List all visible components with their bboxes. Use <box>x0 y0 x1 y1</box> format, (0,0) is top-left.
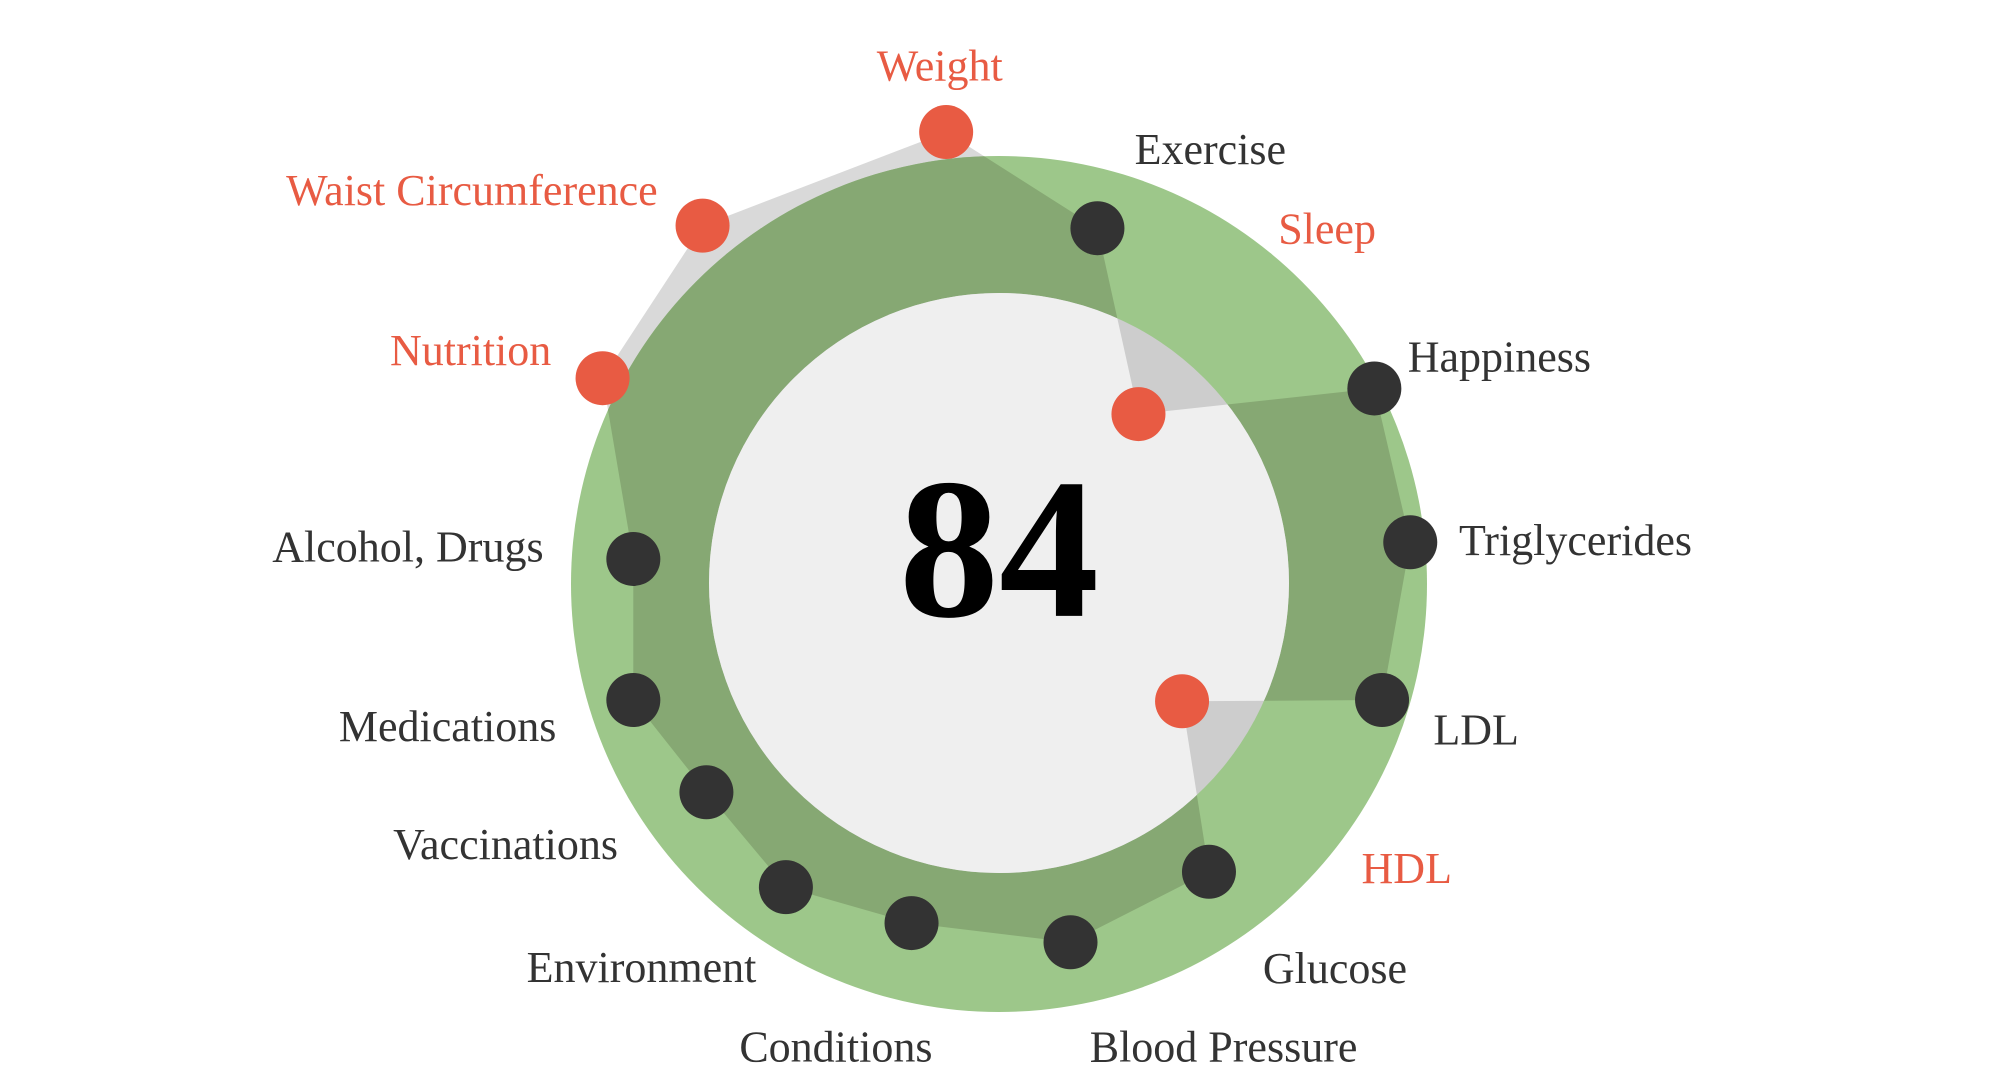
metric-label: Weight <box>877 42 1003 91</box>
metric-label: Waist Circumference <box>286 166 658 215</box>
metric-dot <box>606 531 661 586</box>
metric-label: LDL <box>1433 706 1519 755</box>
metric-label: Triglycerides <box>1459 516 1692 565</box>
metric-dot <box>1043 915 1098 970</box>
metric-dot <box>884 896 939 951</box>
metric-label: Conditions <box>739 1022 932 1071</box>
metric-dot <box>1111 387 1166 442</box>
metric-label: Alcohol, Drugs <box>272 522 543 571</box>
metric-dot <box>919 105 974 160</box>
metric-dot <box>1347 361 1402 416</box>
metric-dot <box>1070 201 1125 256</box>
metric-dot <box>1181 844 1236 899</box>
metric-label: Glucose <box>1263 944 1407 993</box>
metric-dot <box>1155 674 1210 729</box>
metric-label: Nutrition <box>390 326 551 375</box>
metric-dot <box>575 351 630 406</box>
metric-dot <box>1355 673 1410 727</box>
metric-label: Environment <box>527 943 757 992</box>
metric-label: Sleep <box>1278 204 1376 253</box>
metric-label: Medications <box>339 702 557 751</box>
metric-label: HDL <box>1362 844 1452 893</box>
metric-dot <box>758 860 813 915</box>
score: 84 <box>899 439 1099 660</box>
metric-dot <box>679 765 734 820</box>
metric-dot <box>606 673 661 727</box>
metric-label: Vaccinations <box>393 820 618 869</box>
metric-label: Happiness <box>1408 333 1591 382</box>
metric-label: Blood Pressure <box>1090 1022 1358 1071</box>
metric-label: Exercise <box>1135 125 1286 174</box>
metric-dot <box>675 198 730 253</box>
metric-dot <box>1383 515 1438 570</box>
